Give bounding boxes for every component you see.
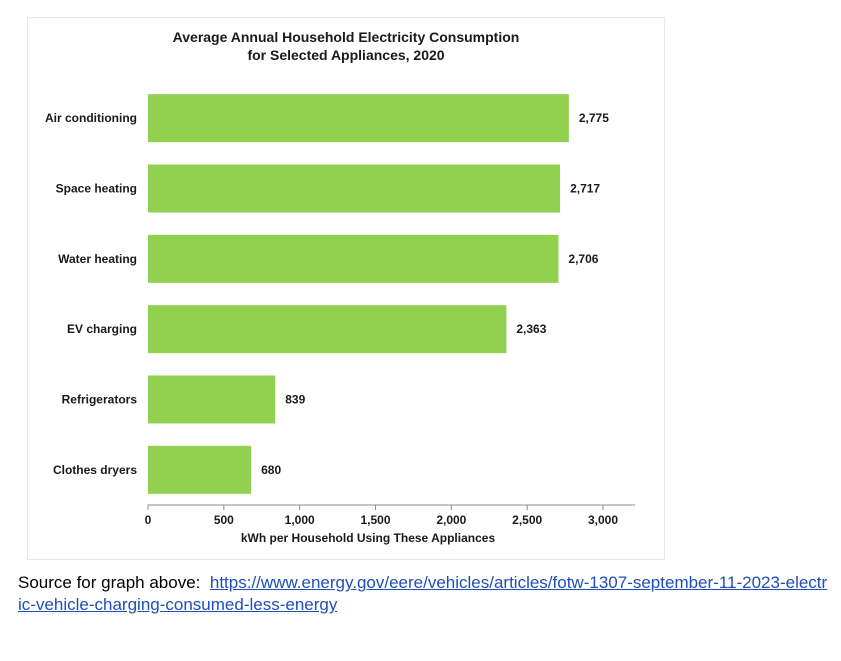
bar xyxy=(148,445,252,494)
data-label: 839 xyxy=(285,393,305,407)
bar-chart: Average Annual Household Electricity Con… xyxy=(45,29,635,545)
data-label: 680 xyxy=(261,463,281,477)
chart-title: Average Annual Household Electricity Con… xyxy=(173,29,520,45)
category-label: Clothes dryers xyxy=(53,463,137,477)
category-label: Air conditioning xyxy=(45,111,137,125)
bar xyxy=(148,234,559,283)
chart-panel: Average Annual Household Electricity Con… xyxy=(27,17,665,560)
x-axis-label: kWh per Household Using These Appliances xyxy=(241,531,496,545)
category-label: Space heating xyxy=(56,182,137,196)
data-label: 2,717 xyxy=(570,182,600,196)
data-label: 2,706 xyxy=(568,252,598,266)
bar xyxy=(148,94,569,143)
chart-subtitle: for Selected Appliances, 2020 xyxy=(247,47,444,63)
category-label: Refrigerators xyxy=(62,393,138,407)
bar xyxy=(148,305,507,354)
x-tick-label: 500 xyxy=(214,513,234,527)
bar xyxy=(148,164,561,213)
bar xyxy=(148,375,276,424)
source-note: Source for graph above: https://www.ener… xyxy=(18,572,828,616)
x-tick-label: 1,000 xyxy=(285,513,315,527)
x-axis: 0 500 1,000 1,500 2,000 2,500 3,000 xyxy=(145,504,635,527)
source-link[interactable]: https://www.energy.gov/eere/vehicles/art… xyxy=(18,573,828,614)
data-label: 2,363 xyxy=(516,322,546,336)
data-label: 2,775 xyxy=(579,111,609,125)
x-tick-label: 2,000 xyxy=(436,513,466,527)
x-tick-label: 1,500 xyxy=(360,513,390,527)
source-prefix: Source for graph above: xyxy=(18,573,201,592)
category-label: EV charging xyxy=(67,322,137,336)
x-tick-label: 2,500 xyxy=(512,513,542,527)
x-tick-label: 3,000 xyxy=(588,513,618,527)
bars-layer: Air conditioning 2,775 Space heating 2,717 W… xyxy=(45,94,609,494)
x-tick-label: 0 xyxy=(145,513,152,527)
category-label: Water heating xyxy=(58,252,137,266)
